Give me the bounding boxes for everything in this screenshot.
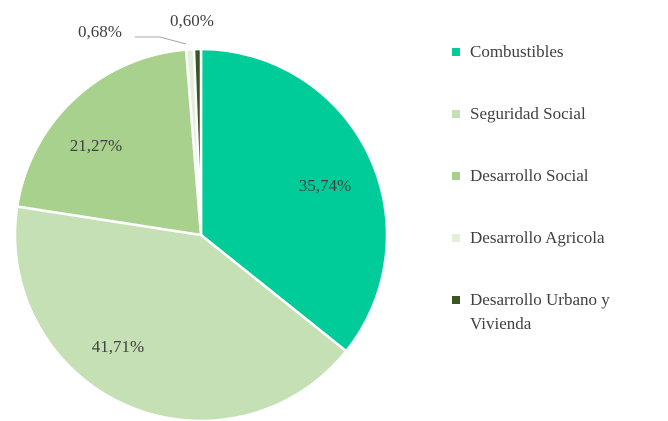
data-label: 0,60% bbox=[170, 11, 214, 30]
data-label: 41,71% bbox=[92, 337, 144, 356]
data-label: 35,74% bbox=[299, 176, 351, 195]
pie-slice bbox=[13, 205, 348, 421]
legend-label: Desarrollo Urbano y Vivienda bbox=[470, 290, 610, 333]
pie-slice bbox=[199, 47, 389, 353]
legend-label: Seguridad Social bbox=[470, 104, 586, 123]
legend-label: Combustibles bbox=[470, 42, 564, 61]
legend: Combustibles Seguridad Social Desarrollo S… bbox=[450, 40, 668, 350]
legend-item: Combustibles bbox=[450, 40, 668, 102]
legend-item: Desarrollo Urbano y Vivienda bbox=[450, 288, 668, 350]
legend-item: Desarrollo Agricola bbox=[450, 226, 668, 288]
pie-slice bbox=[15, 48, 203, 237]
data-label: 0,68% bbox=[78, 22, 122, 41]
data-label: 21,27% bbox=[70, 136, 122, 155]
legend-swatch bbox=[452, 296, 460, 304]
legend-swatch bbox=[452, 48, 460, 56]
legend-swatch bbox=[452, 234, 460, 242]
legend-item: Seguridad Social bbox=[450, 102, 668, 164]
legend-item: Desarrollo Social bbox=[450, 164, 668, 226]
legend-swatch bbox=[452, 172, 460, 180]
leader-line bbox=[135, 36, 187, 45]
pie-slice bbox=[192, 47, 203, 236]
legend-label: Desarrollo Agricola bbox=[470, 228, 605, 247]
legend-label: Desarrollo Social bbox=[470, 166, 589, 185]
legend-swatch bbox=[452, 110, 460, 118]
